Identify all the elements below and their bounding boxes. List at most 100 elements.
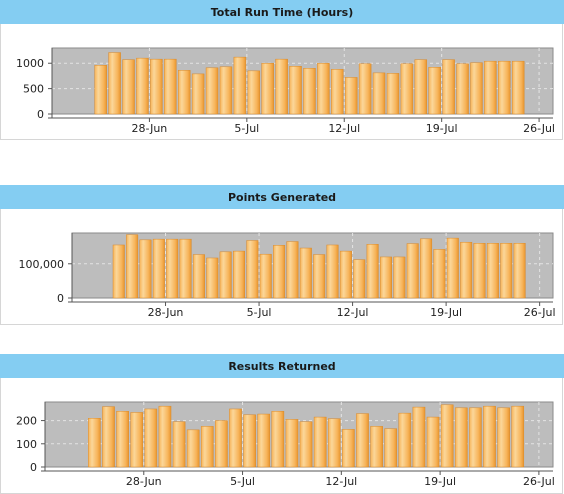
plot-area <box>71 232 554 299</box>
y-tick-label: 1000 <box>16 57 44 70</box>
bar <box>303 68 316 115</box>
bar <box>144 408 158 468</box>
x-tick-label: 26-Jul <box>524 306 556 319</box>
bar <box>243 414 256 468</box>
x-tick-label: 5-Jul <box>234 122 259 135</box>
bar <box>358 63 372 115</box>
x-tick-label: 28-Jun <box>132 122 168 135</box>
bar <box>470 62 483 115</box>
bar <box>286 241 299 299</box>
bar <box>353 259 366 299</box>
bar <box>356 413 369 468</box>
bar <box>172 421 186 468</box>
bar <box>426 416 440 468</box>
bar <box>261 62 274 115</box>
bar <box>483 405 496 468</box>
bar <box>257 413 271 468</box>
bar <box>500 243 513 299</box>
bar <box>285 419 299 468</box>
bar <box>299 421 313 468</box>
bar <box>150 58 163 115</box>
x-tick-label: 19-Jul <box>424 475 456 488</box>
bar <box>289 66 302 115</box>
chart-panel-run-time: Total Run Time (Hours) 0 500 1000 28-Jun 5-J… <box>0 0 564 140</box>
bar <box>88 418 101 468</box>
bar <box>136 57 149 115</box>
bar <box>398 412 412 468</box>
bar <box>440 404 454 468</box>
bar <box>317 62 330 115</box>
chart-panel-results-returned: Results Returned 0 100 200 28-Jun 5-Jul 12-Ju… <box>0 354 564 494</box>
bar <box>313 254 326 299</box>
bar <box>200 426 214 468</box>
bar <box>152 238 165 299</box>
x-tick-label: 12-Jul <box>325 475 357 488</box>
bar <box>384 428 398 468</box>
x-tick-label: 5-Jul <box>230 475 255 488</box>
bar <box>246 240 259 299</box>
bar <box>166 238 179 299</box>
bar <box>259 253 272 299</box>
x-tick-label: 19-Jul <box>426 122 458 135</box>
bar <box>420 238 433 299</box>
bar <box>177 70 191 115</box>
bar <box>271 411 285 468</box>
bar <box>219 66 233 115</box>
x-tick-label: 26-Jul <box>523 475 555 488</box>
x-tick-label: 19-Jul <box>430 306 462 319</box>
bar <box>498 60 511 115</box>
bar <box>313 416 327 468</box>
x-tick-label: 26-Jul <box>523 122 555 135</box>
bar <box>454 407 468 468</box>
bar <box>366 244 379 299</box>
chart-title: Total Run Time (Hours) <box>0 0 564 24</box>
y-tick-label: 0 <box>57 292 64 305</box>
bar <box>412 406 426 468</box>
bar <box>406 243 419 299</box>
x-tick-label: 28-Jun <box>148 306 184 319</box>
bar <box>484 60 497 115</box>
y-tick-label: 200 <box>16 415 37 428</box>
chart-title: Results Returned <box>0 354 564 378</box>
plot-area <box>51 47 554 115</box>
bar <box>215 420 228 468</box>
bar <box>386 73 400 115</box>
bar <box>233 250 246 299</box>
bar <box>299 247 312 299</box>
bar <box>219 251 232 299</box>
bar <box>428 67 441 115</box>
y-tick-label: 100 <box>16 438 37 451</box>
bar <box>191 73 205 115</box>
plot-area <box>44 401 554 468</box>
bar <box>342 429 355 468</box>
bar <box>229 408 242 468</box>
y-tick-label: 0 <box>37 108 44 121</box>
bar <box>331 69 344 115</box>
bar <box>179 238 192 299</box>
bar <box>326 244 339 299</box>
y-tick-label: 500 <box>23 83 44 96</box>
bar <box>433 249 446 299</box>
bar <box>108 52 121 115</box>
bar <box>233 56 247 115</box>
bar <box>116 411 129 468</box>
bar <box>94 65 107 115</box>
bar <box>414 59 428 115</box>
chart-title: Points Generated <box>0 185 564 209</box>
bar <box>473 243 486 299</box>
bar <box>205 67 219 115</box>
bar <box>327 418 341 468</box>
x-tick-label: 12-Jul <box>328 122 360 135</box>
bar <box>460 241 473 299</box>
bar <box>192 254 205 299</box>
bar <box>456 63 469 115</box>
bar <box>273 245 286 299</box>
bar <box>186 429 200 468</box>
bar <box>393 256 406 299</box>
x-tick-label: 5-Jul <box>247 306 272 319</box>
bar <box>486 243 499 299</box>
chart-svg: 0 100,000 28-Jun 5-Jul 12-Jul 19-Jul 26-Jul <box>19 232 556 319</box>
bar <box>497 407 510 468</box>
bar <box>446 237 459 299</box>
chart-svg: 0 100 200 28-Jun 5-Jul 12-Jul 19-Jul 26-Jul <box>16 401 555 488</box>
